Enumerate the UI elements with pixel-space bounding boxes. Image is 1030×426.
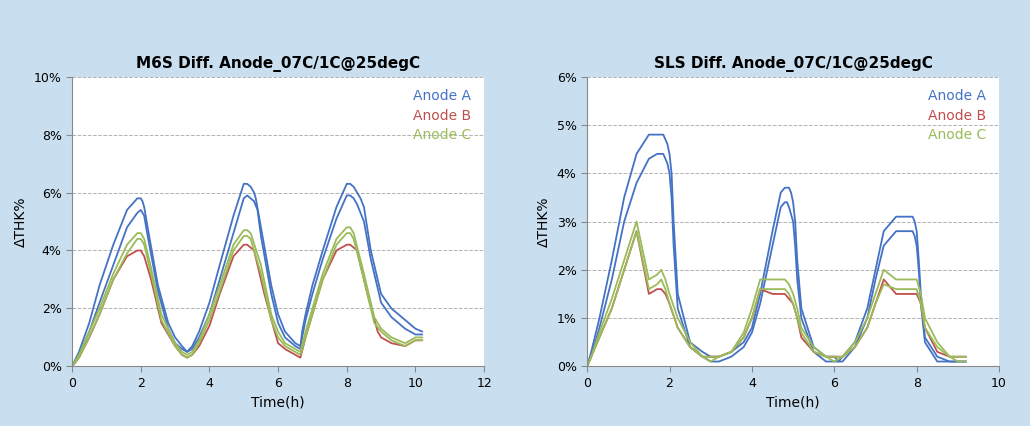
Y-axis label: ΔTHK%: ΔTHK% — [537, 196, 551, 247]
Legend: Anode A, Anode B, Anode C: Anode A, Anode B, Anode C — [404, 83, 477, 148]
Legend: Anode A, Anode B, Anode C: Anode A, Anode B, Anode C — [919, 83, 992, 148]
X-axis label: Time(h): Time(h) — [766, 395, 820, 409]
Title: SLS Diff. Anode_07C/1C@25degC: SLS Diff. Anode_07C/1C@25degC — [654, 56, 932, 72]
X-axis label: Time(h): Time(h) — [251, 395, 305, 409]
Y-axis label: ΔTHK%: ΔTHK% — [14, 196, 28, 247]
Title: M6S Diff. Anode_07C/1C@25degC: M6S Diff. Anode_07C/1C@25degC — [136, 56, 420, 72]
